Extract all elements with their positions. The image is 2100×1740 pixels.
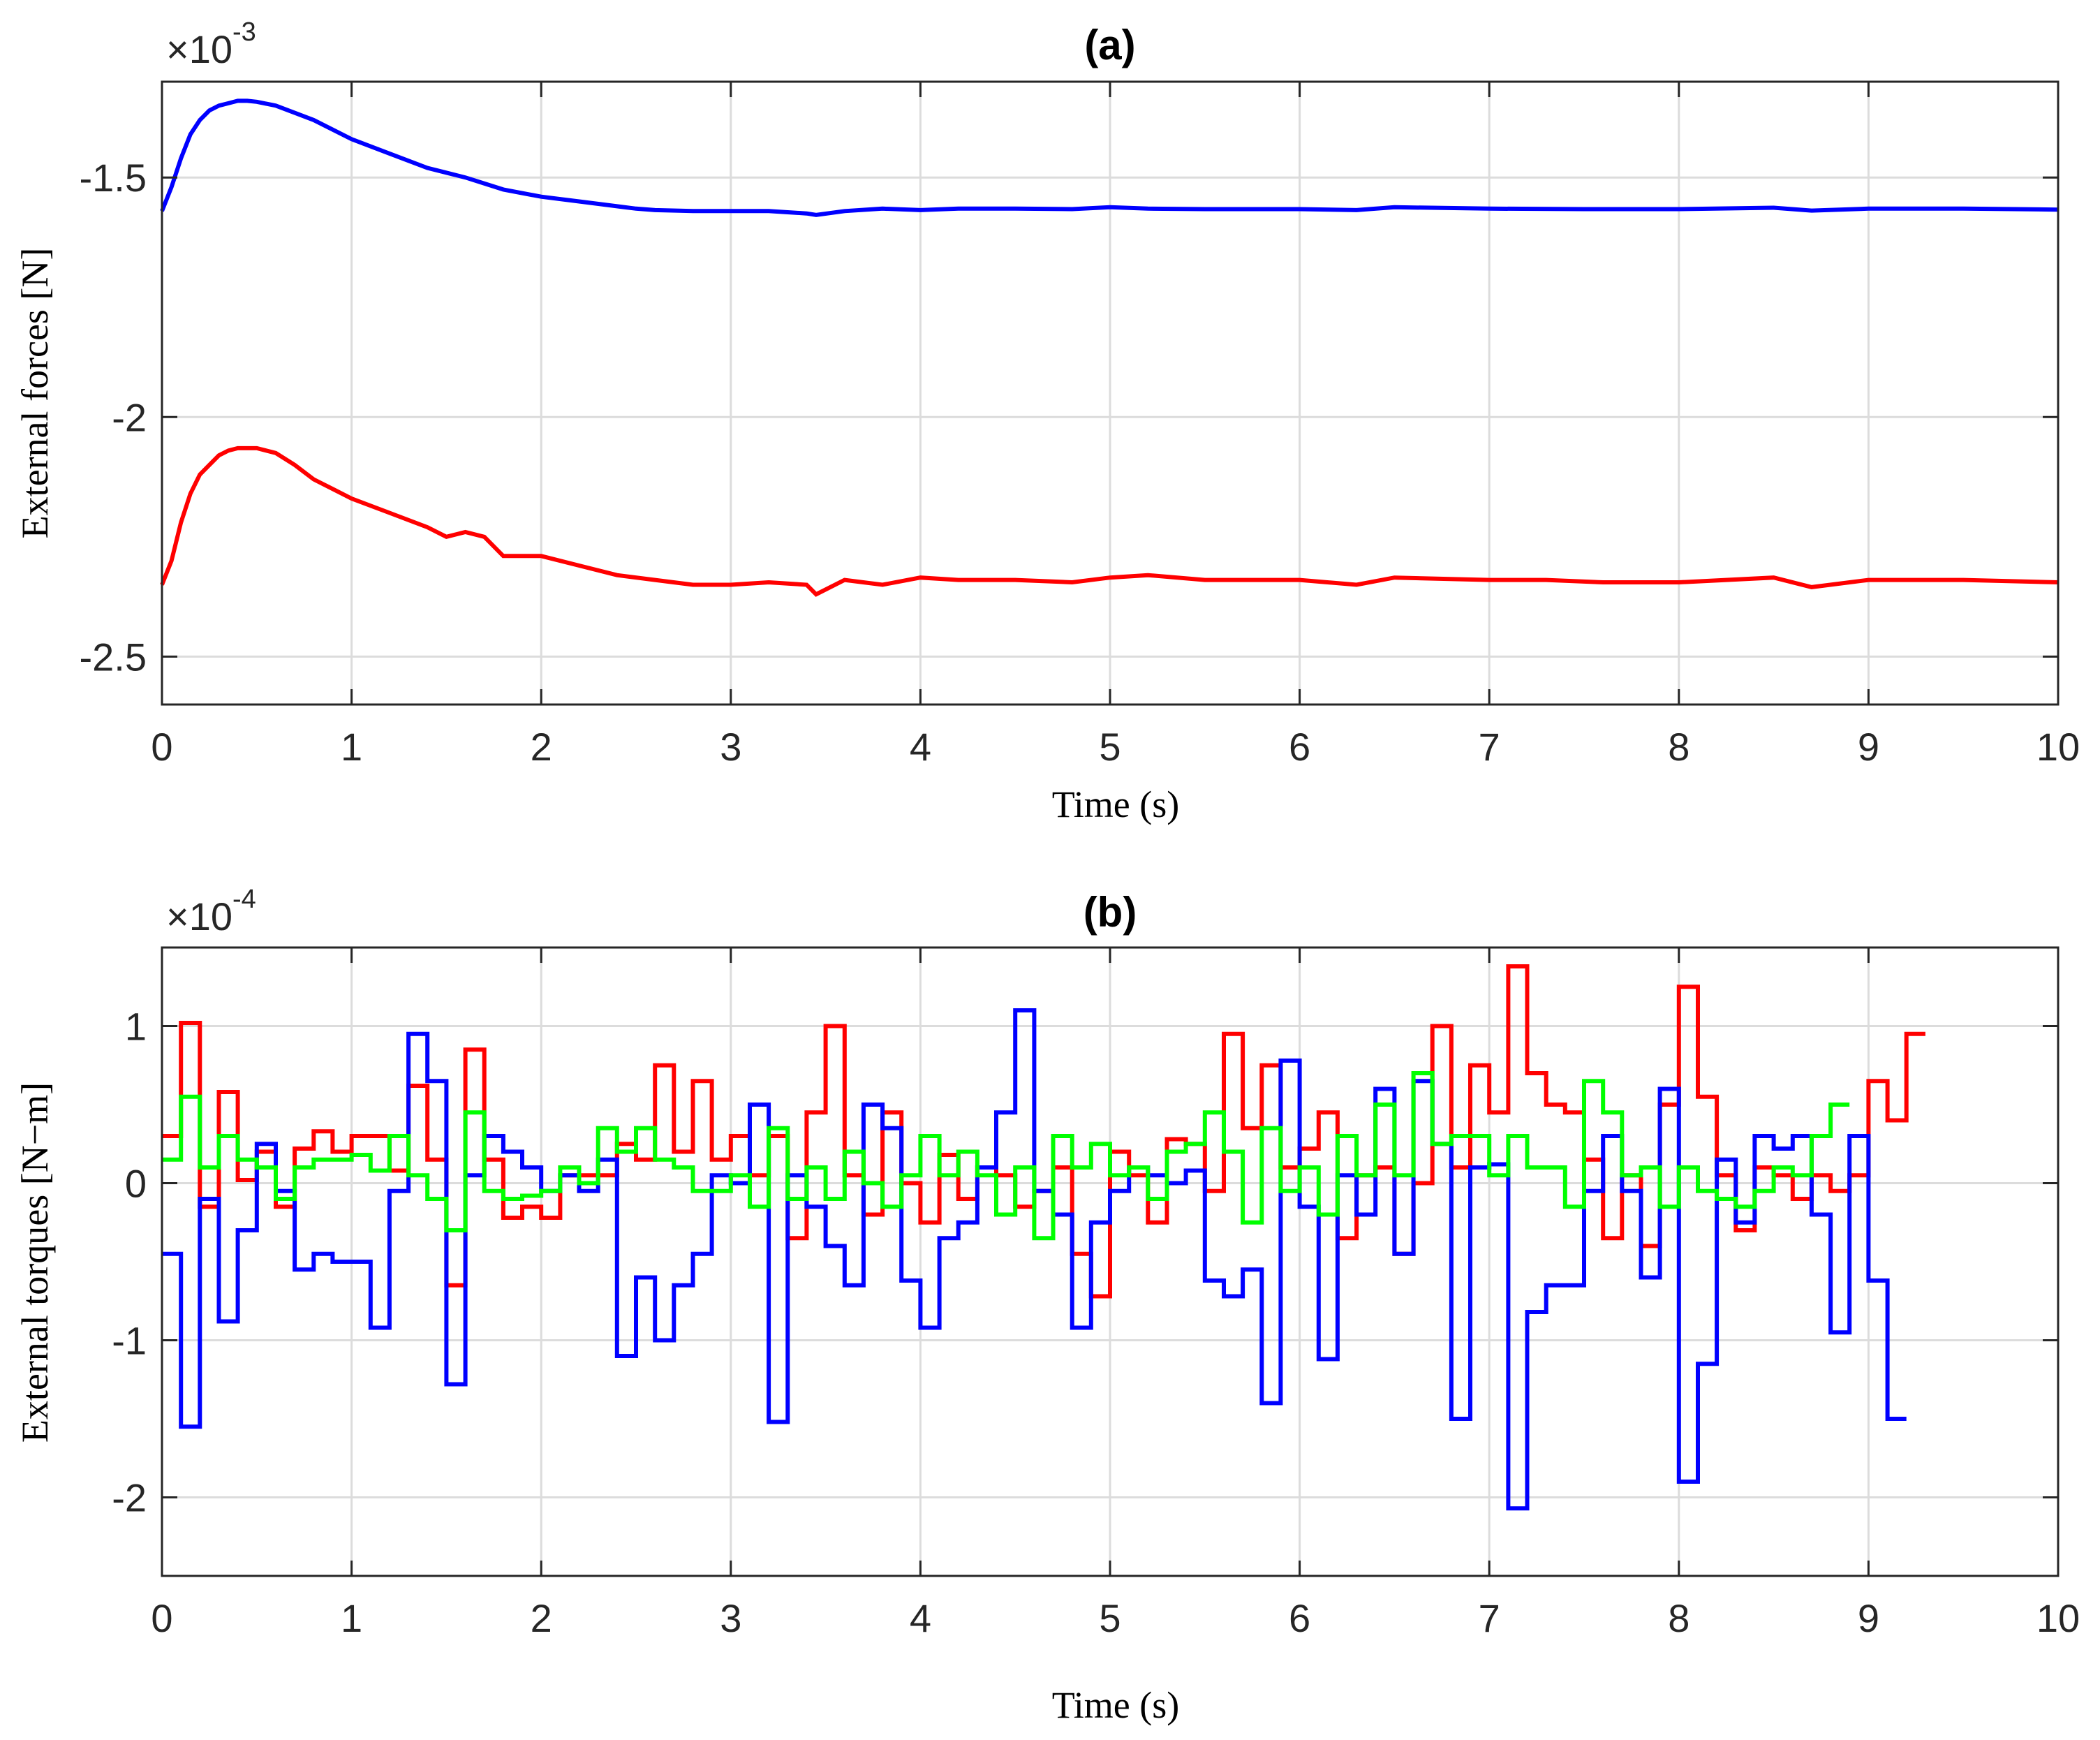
- panel-b-y-tick-label: 0: [125, 1162, 147, 1206]
- panel-a-exponent-power: -3: [232, 17, 256, 47]
- panel-b: 0 1 2 3 4 5 6 7 8 9 10 -2 -1 0 1 (b) ×10-4 Time (s) E…: [14, 885, 2080, 1726]
- panel-a-x-tick-label: 4: [910, 725, 931, 769]
- panel-b-y-label: External torques [N−m]: [14, 1082, 56, 1443]
- panel-b-x-tick-label: 9: [1858, 1596, 1879, 1640]
- panel-b-x-tick-labels: 0 1 2 3 4 5 6 7 8 9 10: [151, 1596, 2080, 1640]
- panel-b-y-tick-label: 1: [125, 1005, 147, 1049]
- panel-a-y-tick-label: -2.5: [80, 635, 147, 679]
- panel-b-y-tick-label: -2: [112, 1476, 147, 1520]
- panel-b-x-tick-label: 8: [1668, 1596, 1689, 1640]
- panel-b-x-tick-label: 6: [1289, 1596, 1310, 1640]
- panel-b-y-tick-label: -1: [112, 1319, 147, 1363]
- panel-a-y-tick-label: -2: [112, 395, 147, 439]
- panel-a-exponent-base: ×10: [166, 27, 232, 71]
- panel-a-x-tick-label: 8: [1668, 725, 1689, 769]
- panel-b-x-tick-label: 3: [720, 1596, 741, 1640]
- panel-a-exponent: ×10-3: [166, 17, 256, 71]
- panel-b-x-tick-label: 4: [910, 1596, 931, 1640]
- panel-a-y-tick-labels: -2.5 -2 -1.5: [80, 156, 147, 679]
- panel-a-y-tick-label: -1.5: [80, 156, 147, 200]
- panel-a-x-tick-label: 2: [531, 725, 552, 769]
- panel-b-x-tick-label: 5: [1099, 1596, 1121, 1640]
- panel-b-x-label: Time (s): [1052, 1684, 1180, 1726]
- panel-a-x-tick-label: 5: [1099, 725, 1121, 769]
- panel-a: 0 1 2 3 4 5 6 7 8 9 10 -2.5 -2 -1.5 (a) ×10-3 Time (…: [14, 17, 2080, 825]
- panel-a-x-tick-label: 0: [151, 725, 172, 769]
- panel-b-x-tick-label: 1: [341, 1596, 362, 1640]
- panel-b-exponent-power: -4: [232, 885, 256, 914]
- panel-b-title: (b): [1084, 889, 1137, 936]
- panel-a-x-tick-label: 6: [1289, 725, 1310, 769]
- panel-a-lines: [160, 98, 2059, 597]
- panel-b-x-tick-label: 7: [1479, 1596, 1500, 1640]
- panel-a-series-1-line: [160, 98, 2059, 217]
- panel-b-exponent: ×10-4: [166, 885, 256, 938]
- panel-b-lines: [162, 964, 1925, 1511]
- panel-b-y-tick-labels: -2 -1 0 1: [112, 1005, 147, 1520]
- panel-a-x-tick-label: 3: [720, 725, 741, 769]
- panel-a-ticks: [161, 82, 2060, 705]
- panel-a-x-label: Time (s): [1052, 783, 1180, 825]
- panel-a-x-tick-label: 1: [341, 725, 362, 769]
- panel-a-y-label: External forces [N]: [14, 248, 56, 539]
- panel-a-grid: [162, 82, 2058, 705]
- panel-b-exponent-base: ×10: [166, 894, 232, 938]
- panel-a-x-tick-label: 9: [1858, 725, 1879, 769]
- panel-a-x-tick-label: 10: [2036, 725, 2080, 769]
- panel-a-x-tick-labels: 0 1 2 3 4 5 6 7 8 9 10: [151, 725, 2080, 769]
- panel-b-x-tick-label: 0: [151, 1596, 172, 1640]
- panel-b-series-2-line: [162, 1008, 1907, 1511]
- panel-a-series-2-line: [160, 445, 2059, 597]
- panel-b-x-tick-label: 2: [531, 1596, 552, 1640]
- panel-b-series-3-line: [162, 1071, 1850, 1241]
- panel-b-ticks: [161, 948, 2060, 1576]
- panel-a-x-tick-label: 7: [1479, 725, 1500, 769]
- panel-b-x-tick-label: 10: [2036, 1596, 2080, 1640]
- panel-a-title: (a): [1084, 22, 1135, 68]
